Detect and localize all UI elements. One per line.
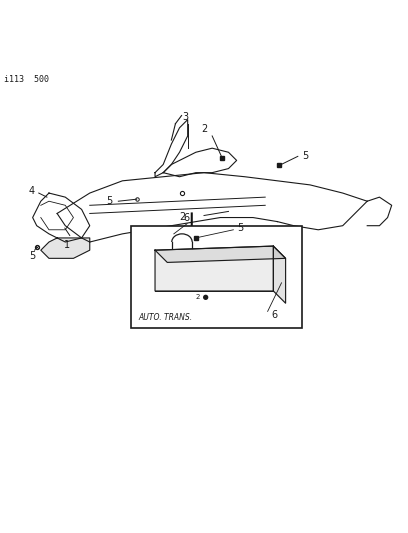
Text: 5: 5 [29,252,36,261]
Polygon shape [155,246,273,291]
Polygon shape [155,246,286,262]
Text: 5: 5 [237,223,243,233]
Text: AUTO. TRANS.: AUTO. TRANS. [139,312,193,321]
Text: 1: 1 [64,240,71,250]
Text: 6: 6 [271,310,277,320]
Text: 5: 5 [302,150,308,160]
Text: 6: 6 [184,213,190,223]
Bar [131,225,302,328]
Text: 2 ●: 2 ● [196,294,209,300]
Text: 3: 3 [182,111,189,122]
Text: 5: 5 [106,196,112,206]
Text: 2: 2 [179,212,185,222]
Polygon shape [273,246,286,303]
Polygon shape [41,238,90,259]
Text: i113  500: i113 500 [4,75,49,84]
Text: 2: 2 [201,124,207,134]
Text: 4: 4 [29,186,35,196]
